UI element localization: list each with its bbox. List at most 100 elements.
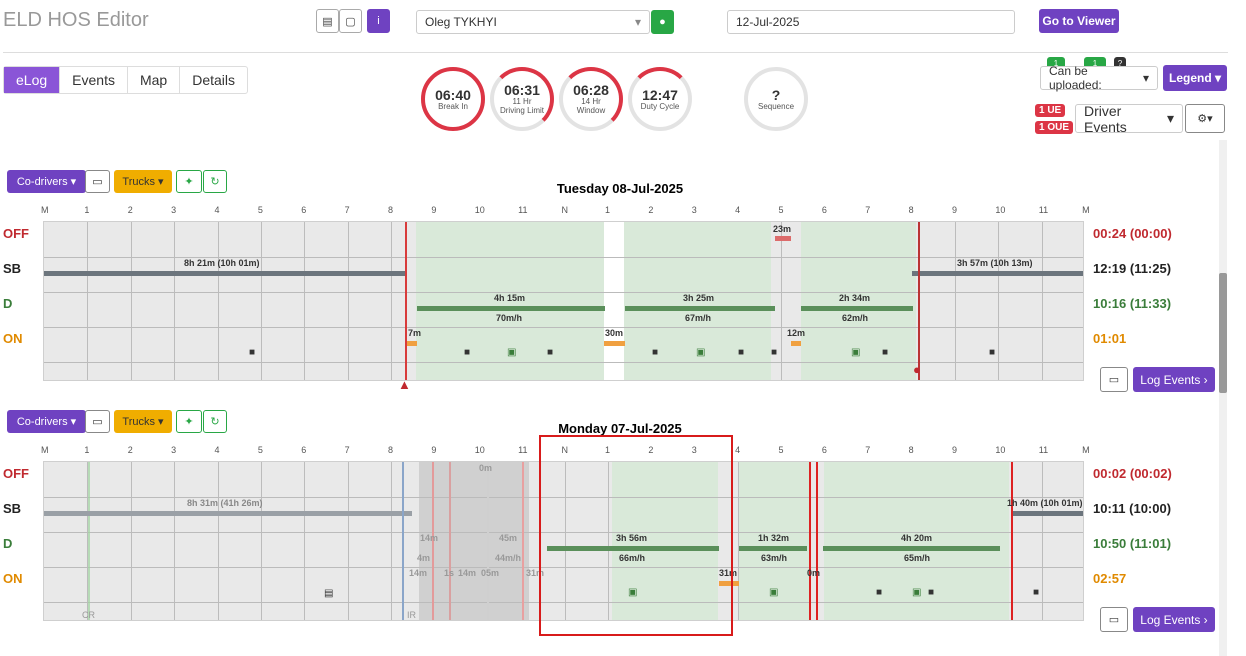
chevron-down-icon: ▾ [1142, 71, 1149, 85]
truck-icon[interactable]: ▭ [85, 170, 110, 193]
shade [739, 462, 809, 620]
location-icon[interactable]: ● [913, 362, 921, 377]
event-marker[interactable] [405, 222, 407, 380]
go-to-viewer-button[interactable]: Go to Viewer [1039, 9, 1119, 33]
on-duration: 05m [481, 568, 500, 578]
event-marker[interactable] [522, 462, 524, 620]
log-events-button[interactable]: Log Events › [1133, 607, 1215, 632]
note-icon[interactable]: ▢ [339, 9, 362, 33]
refresh-icon[interactable]: ↻ [203, 170, 227, 193]
trucks-button[interactable]: Trucks ▾ [114, 410, 172, 433]
camera-icon[interactable]: ■ [547, 347, 554, 358]
refresh-icon[interactable]: ↻ [203, 410, 227, 433]
truck-icon[interactable]: ▣ [769, 587, 779, 598]
hour-label: 7 [344, 445, 350, 455]
log-grid-day1[interactable]: 8h 21m (10h 01m) 3h 57m (10h 13m) 4h 15m… [43, 221, 1084, 381]
event-marker[interactable] [487, 462, 489, 620]
legend-button[interactable]: Legend ▾ [1163, 65, 1227, 91]
truck-icon[interactable]: ▣ [851, 347, 861, 358]
drive-bar[interactable] [823, 546, 1000, 551]
hour-gridline [347, 222, 349, 380]
user-icon[interactable]: ● [651, 10, 674, 34]
comment-icon[interactable]: ▭ [1100, 367, 1128, 392]
hour-label: M [1082, 205, 1090, 215]
settings-gear-icon[interactable]: ⚙▾ [1185, 104, 1225, 133]
trucks-label: Trucks [122, 415, 155, 428]
truck-icon[interactable]: ▭ [85, 410, 110, 433]
driver-select[interactable]: Oleg TYKHYI ▾ [416, 10, 650, 34]
hour-label: 3 [691, 205, 697, 215]
hour-gridline [174, 462, 176, 620]
truck-icon[interactable]: ▣ [507, 347, 517, 358]
event-marker[interactable] [816, 462, 818, 620]
on-bar[interactable] [407, 341, 417, 346]
on-bar[interactable] [719, 581, 739, 586]
drive-bar[interactable] [739, 546, 807, 551]
document-icon[interactable]: ▤ [316, 9, 339, 33]
camera-icon[interactable]: ■ [249, 347, 256, 358]
log-events-button[interactable]: Log Events › [1133, 367, 1215, 392]
tab-details[interactable]: Details [192, 72, 235, 88]
driving-label-1: 11 Hr [512, 97, 532, 106]
driver-events-select[interactable]: Driver Events ▾ [1075, 103, 1183, 135]
hour-label: 10 [474, 445, 485, 455]
total-off: 00:02 (00:02) [1093, 466, 1172, 481]
camera-icon[interactable]: ■ [771, 347, 778, 358]
camera-icon[interactable]: ■ [928, 587, 935, 598]
camera-icon[interactable]: ■ [882, 347, 889, 358]
tab-elog[interactable]: eLog [4, 67, 61, 93]
hour-label: 1 [84, 445, 90, 455]
camera-icon[interactable]: ■ [876, 587, 883, 598]
status-sb-label: SB [3, 501, 22, 516]
event-marker[interactable] [1011, 462, 1013, 620]
on-bar[interactable] [604, 341, 625, 346]
on-bar[interactable] [791, 341, 801, 346]
total-sb: 10:11 (10:00) [1093, 501, 1172, 516]
grid-line [44, 362, 1083, 363]
truck-icon[interactable]: ▣ [696, 347, 706, 358]
camera-icon[interactable]: ■ [1033, 587, 1040, 598]
codrivers-button[interactable]: Co-drivers ▾ [7, 170, 86, 193]
tab-events[interactable]: Events [60, 67, 128, 93]
event-marker[interactable] [918, 222, 920, 380]
off-bar[interactable] [775, 236, 791, 241]
hour-gridline [347, 462, 349, 620]
trucks-button[interactable]: Trucks ▾ [114, 170, 172, 193]
upload-select[interactable]: Can be uploaded: ▾ [1040, 64, 1158, 92]
camera-icon[interactable]: ■ [989, 347, 996, 358]
sb-bar[interactable] [44, 511, 412, 516]
hour-label: 6 [821, 445, 827, 455]
document-icon[interactable]: ▤ [324, 588, 334, 599]
hour-gridline [1041, 222, 1043, 380]
drive-bar[interactable] [547, 546, 719, 551]
camera-icon[interactable]: ■ [652, 347, 659, 358]
truck-icon[interactable]: ▣ [912, 587, 922, 598]
event-marker[interactable] [809, 462, 811, 620]
log-grid-day2[interactable]: 8h 31m (41h 26m) 1h 40m (10h 01m) 3h 56m… [43, 461, 1084, 621]
date-input[interactable]: 12-Jul-2025 [727, 10, 1015, 34]
drive-bar[interactable] [801, 306, 913, 311]
hour-gridline [1041, 462, 1043, 620]
event-marker[interactable] [402, 462, 404, 620]
camera-icon[interactable]: ■ [464, 347, 471, 358]
camera-icon[interactable]: ■ [738, 347, 745, 358]
warning-icon[interactable]: ▲ [398, 377, 411, 392]
event-marker[interactable] [432, 462, 434, 620]
sb-bar[interactable] [44, 271, 407, 276]
comment-icon[interactable]: ▭ [1100, 607, 1128, 632]
truck-icon[interactable]: ▣ [628, 587, 638, 598]
codrivers-button[interactable]: Co-drivers ▾ [7, 410, 86, 433]
android-icon[interactable]: ✦ [176, 170, 202, 193]
sb-bar[interactable] [912, 271, 1083, 276]
sb-bar[interactable] [1012, 511, 1083, 516]
scrollbar[interactable] [1219, 140, 1227, 656]
event-marker[interactable] [449, 462, 451, 620]
info-icon[interactable]: i [367, 9, 390, 33]
scrollbar-thumb[interactable] [1219, 273, 1227, 393]
drive-bar[interactable] [417, 306, 605, 311]
tab-map[interactable]: Map [128, 67, 181, 93]
drive-bar[interactable] [625, 306, 775, 311]
hour-label: 11 [1038, 205, 1049, 215]
shade [419, 462, 529, 620]
android-icon[interactable]: ✦ [176, 410, 202, 433]
